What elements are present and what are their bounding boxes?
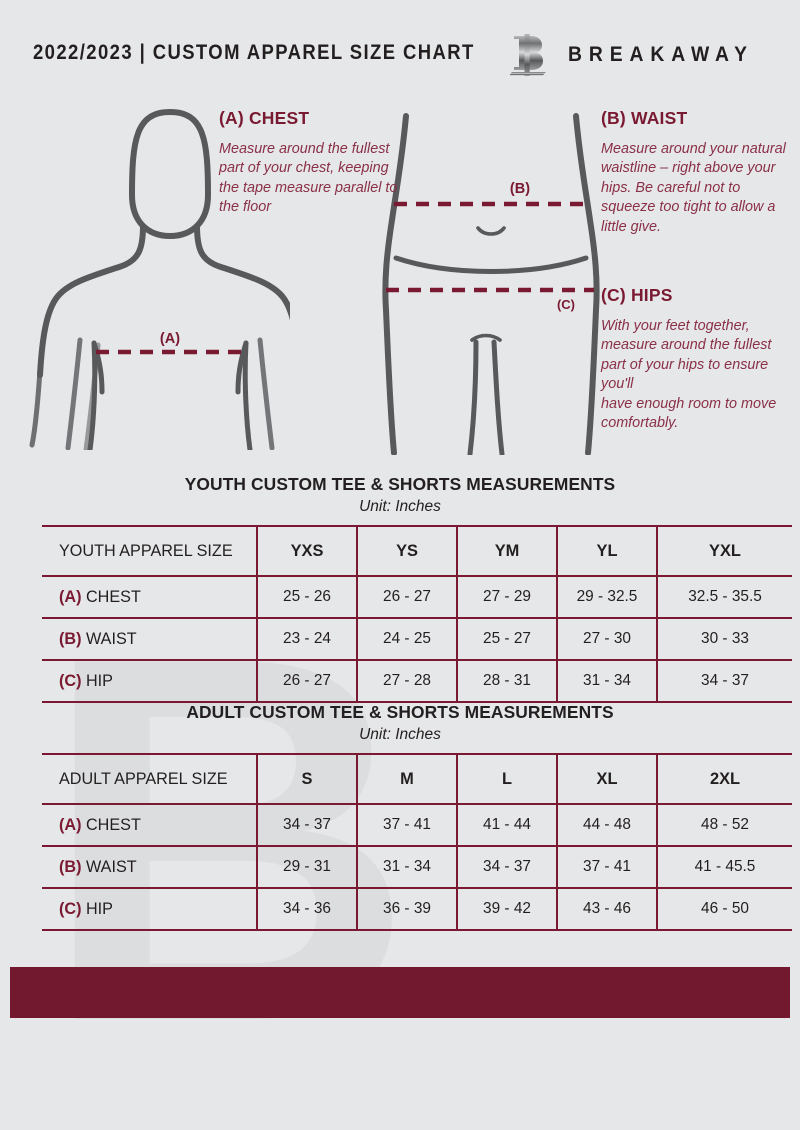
info-title-hips: (C) HIPS	[601, 285, 673, 305]
measurement-cell: 28 - 31	[456, 659, 557, 703]
measurement-cell: 48 - 52	[656, 803, 792, 847]
measurement-cell: 32.5 - 35.5	[656, 575, 792, 619]
upper-body-figure: (A)	[29, 109, 290, 450]
brand-wordmark: BREAKAWAY	[567, 43, 754, 66]
youth-column-header-yxl: YXL	[656, 525, 792, 577]
adult-row-label-waist: (B) WAIST	[42, 845, 257, 889]
page-title: 2022/2023 | CUSTOM APPAREL SIZE CHART	[33, 41, 475, 64]
adult-table-header-row: ADULT APPAREL SIZE S M L XL 2XL	[42, 753, 792, 805]
measurement-cell: 39 - 42	[456, 887, 557, 931]
table-row: (C) HIP 26 - 27 27 - 28 28 - 31 31 - 34 34 - …	[42, 659, 792, 703]
measurement-cell: 34 - 37	[256, 803, 357, 847]
adult-column-header-l: L	[456, 753, 557, 805]
info-body-chest: Measure around the fullest part of your …	[219, 141, 398, 216]
measurement-cell: 27 - 28	[356, 659, 457, 703]
adult-size-section: ADULT CUSTOM TEE & SHORTS MEASUREMENTS U…	[42, 702, 792, 931]
measurement-cell: 43 - 46	[556, 887, 657, 931]
info-body-waist: Measure around your natural waistline – …	[601, 141, 786, 235]
measurement-cell: 34 - 36	[256, 887, 357, 931]
measurement-cell: 37 - 41	[356, 803, 457, 847]
adult-column-header-m: M	[356, 753, 457, 805]
brand-logo: BREAKAWAY	[509, 33, 770, 77]
chest-marker-label: (A)	[160, 331, 180, 347]
measurement-cell: 25 - 26	[256, 575, 357, 619]
info-block-hips: (C) HIPS With your feet together, measur…	[601, 285, 796, 433]
info-block-waist: (B) WAIST Measure around your natural wa…	[601, 108, 791, 237]
info-block-chest: (A) CHEST Measure around the fullest par…	[219, 108, 399, 218]
table-row: (B) WAIST 29 - 31 31 - 34 34 - 37 37 - 41 41 …	[42, 845, 792, 889]
adult-size-table: ADULT APPAREL SIZE S M L XL 2XL (A) CHEST 34 - …	[42, 753, 792, 931]
measure-tag: (B)	[59, 629, 82, 648]
lower-body-figure: (B) (C)	[382, 113, 600, 455]
youth-row-label-waist: (B) WAIST	[42, 617, 257, 661]
measure-tag: (A)	[59, 587, 82, 606]
youth-column-header-ym: YM	[456, 525, 557, 577]
waist-marker-label: (B)	[510, 181, 530, 197]
measure-tag: (C)	[59, 899, 82, 918]
youth-row-header-label: YOUTH APPAREL SIZE	[42, 525, 257, 577]
table-row: (A) CHEST 34 - 37 37 - 41 41 - 44 44 - 48 48 …	[42, 803, 792, 847]
youth-size-section: YOUTH CUSTOM TEE & SHORTS MEASUREMENTS U…	[42, 474, 792, 703]
measure-tag: (B)	[59, 857, 82, 876]
info-title-waist: (B) WAIST	[601, 108, 688, 128]
measurement-cell: 29 - 31	[256, 845, 357, 889]
footer-bar	[10, 967, 790, 1018]
measurement-cell: 24 - 25	[356, 617, 457, 661]
youth-section-title: YOUTH CUSTOM TEE & SHORTS MEASUREMENTS	[184, 474, 616, 494]
measurement-cell: 36 - 39	[356, 887, 457, 931]
measurement-cell: 31 - 34	[356, 845, 457, 889]
measurement-cell: 27 - 29	[456, 575, 557, 619]
youth-row-label-hip: (C) HIP	[42, 659, 257, 703]
measure-tag: (A)	[59, 815, 82, 834]
adult-column-header-2xl: 2XL	[656, 753, 792, 805]
measurement-cell: 34 - 37	[656, 659, 792, 703]
youth-row-label-chest: (A) CHEST	[42, 575, 257, 619]
info-title-chest: (A) CHEST	[219, 108, 310, 128]
adult-section-unit: Unit: Inches	[359, 726, 441, 743]
youth-table-header-row: YOUTH APPAREL SIZE YXS YS YM YL YXL	[42, 525, 792, 577]
youth-column-header-ys: YS	[356, 525, 457, 577]
measurement-cell: 29 - 32.5	[556, 575, 657, 619]
measurement-cell: 34 - 37	[456, 845, 557, 889]
adult-column-header-s: S	[256, 753, 357, 805]
hip-marker-label: (C)	[557, 297, 575, 312]
measurement-cell: 23 - 24	[256, 617, 357, 661]
measurement-cell: 31 - 34	[556, 659, 657, 703]
breakaway-b-monogram-icon	[509, 34, 546, 76]
adult-row-label-hip: (C) HIP	[42, 887, 257, 931]
measure-tag: (C)	[59, 671, 82, 690]
youth-column-header-yxs: YXS	[256, 525, 357, 577]
adult-row-label-chest: (A) CHEST	[42, 803, 257, 847]
measurement-cell: 44 - 48	[556, 803, 657, 847]
adult-section-title: ADULT CUSTOM TEE & SHORTS MEASUREMENTS	[186, 702, 614, 722]
measurement-cell: 41 - 44	[456, 803, 557, 847]
page-header: 2022/2023 | CUSTOM APPAREL SIZE CHART BR…	[0, 0, 800, 100]
adult-column-header-xl: XL	[556, 753, 657, 805]
measurement-cell: 26 - 27	[356, 575, 457, 619]
table-row: (C) HIP 34 - 36 36 - 39 39 - 42 43 - 46 46 - …	[42, 887, 792, 931]
youth-size-table: YOUTH APPAREL SIZE YXS YS YM YL YXL (A) CHEST 2…	[42, 525, 792, 703]
measurement-cell: 26 - 27	[256, 659, 357, 703]
youth-section-unit: Unit: Inches	[359, 498, 441, 515]
table-row: (B) WAIST 23 - 24 24 - 25 25 - 27 27 - 30 30 …	[42, 617, 792, 661]
info-body-hips: With your feet together, measure around …	[601, 318, 777, 432]
youth-column-header-yl: YL	[556, 525, 657, 577]
table-row: (A) CHEST 25 - 26 26 - 27 27 - 29 29 - 32.5 3…	[42, 575, 792, 619]
measurement-cell: 25 - 27	[456, 617, 557, 661]
measurement-cell: 30 - 33	[656, 617, 792, 661]
adult-row-header-label: ADULT APPAREL SIZE	[42, 753, 257, 805]
measurement-cell: 27 - 30	[556, 617, 657, 661]
measurement-cell: 41 - 45.5	[656, 845, 792, 889]
measurement-cell: 46 - 50	[656, 887, 792, 931]
measurement-cell: 37 - 41	[556, 845, 657, 889]
